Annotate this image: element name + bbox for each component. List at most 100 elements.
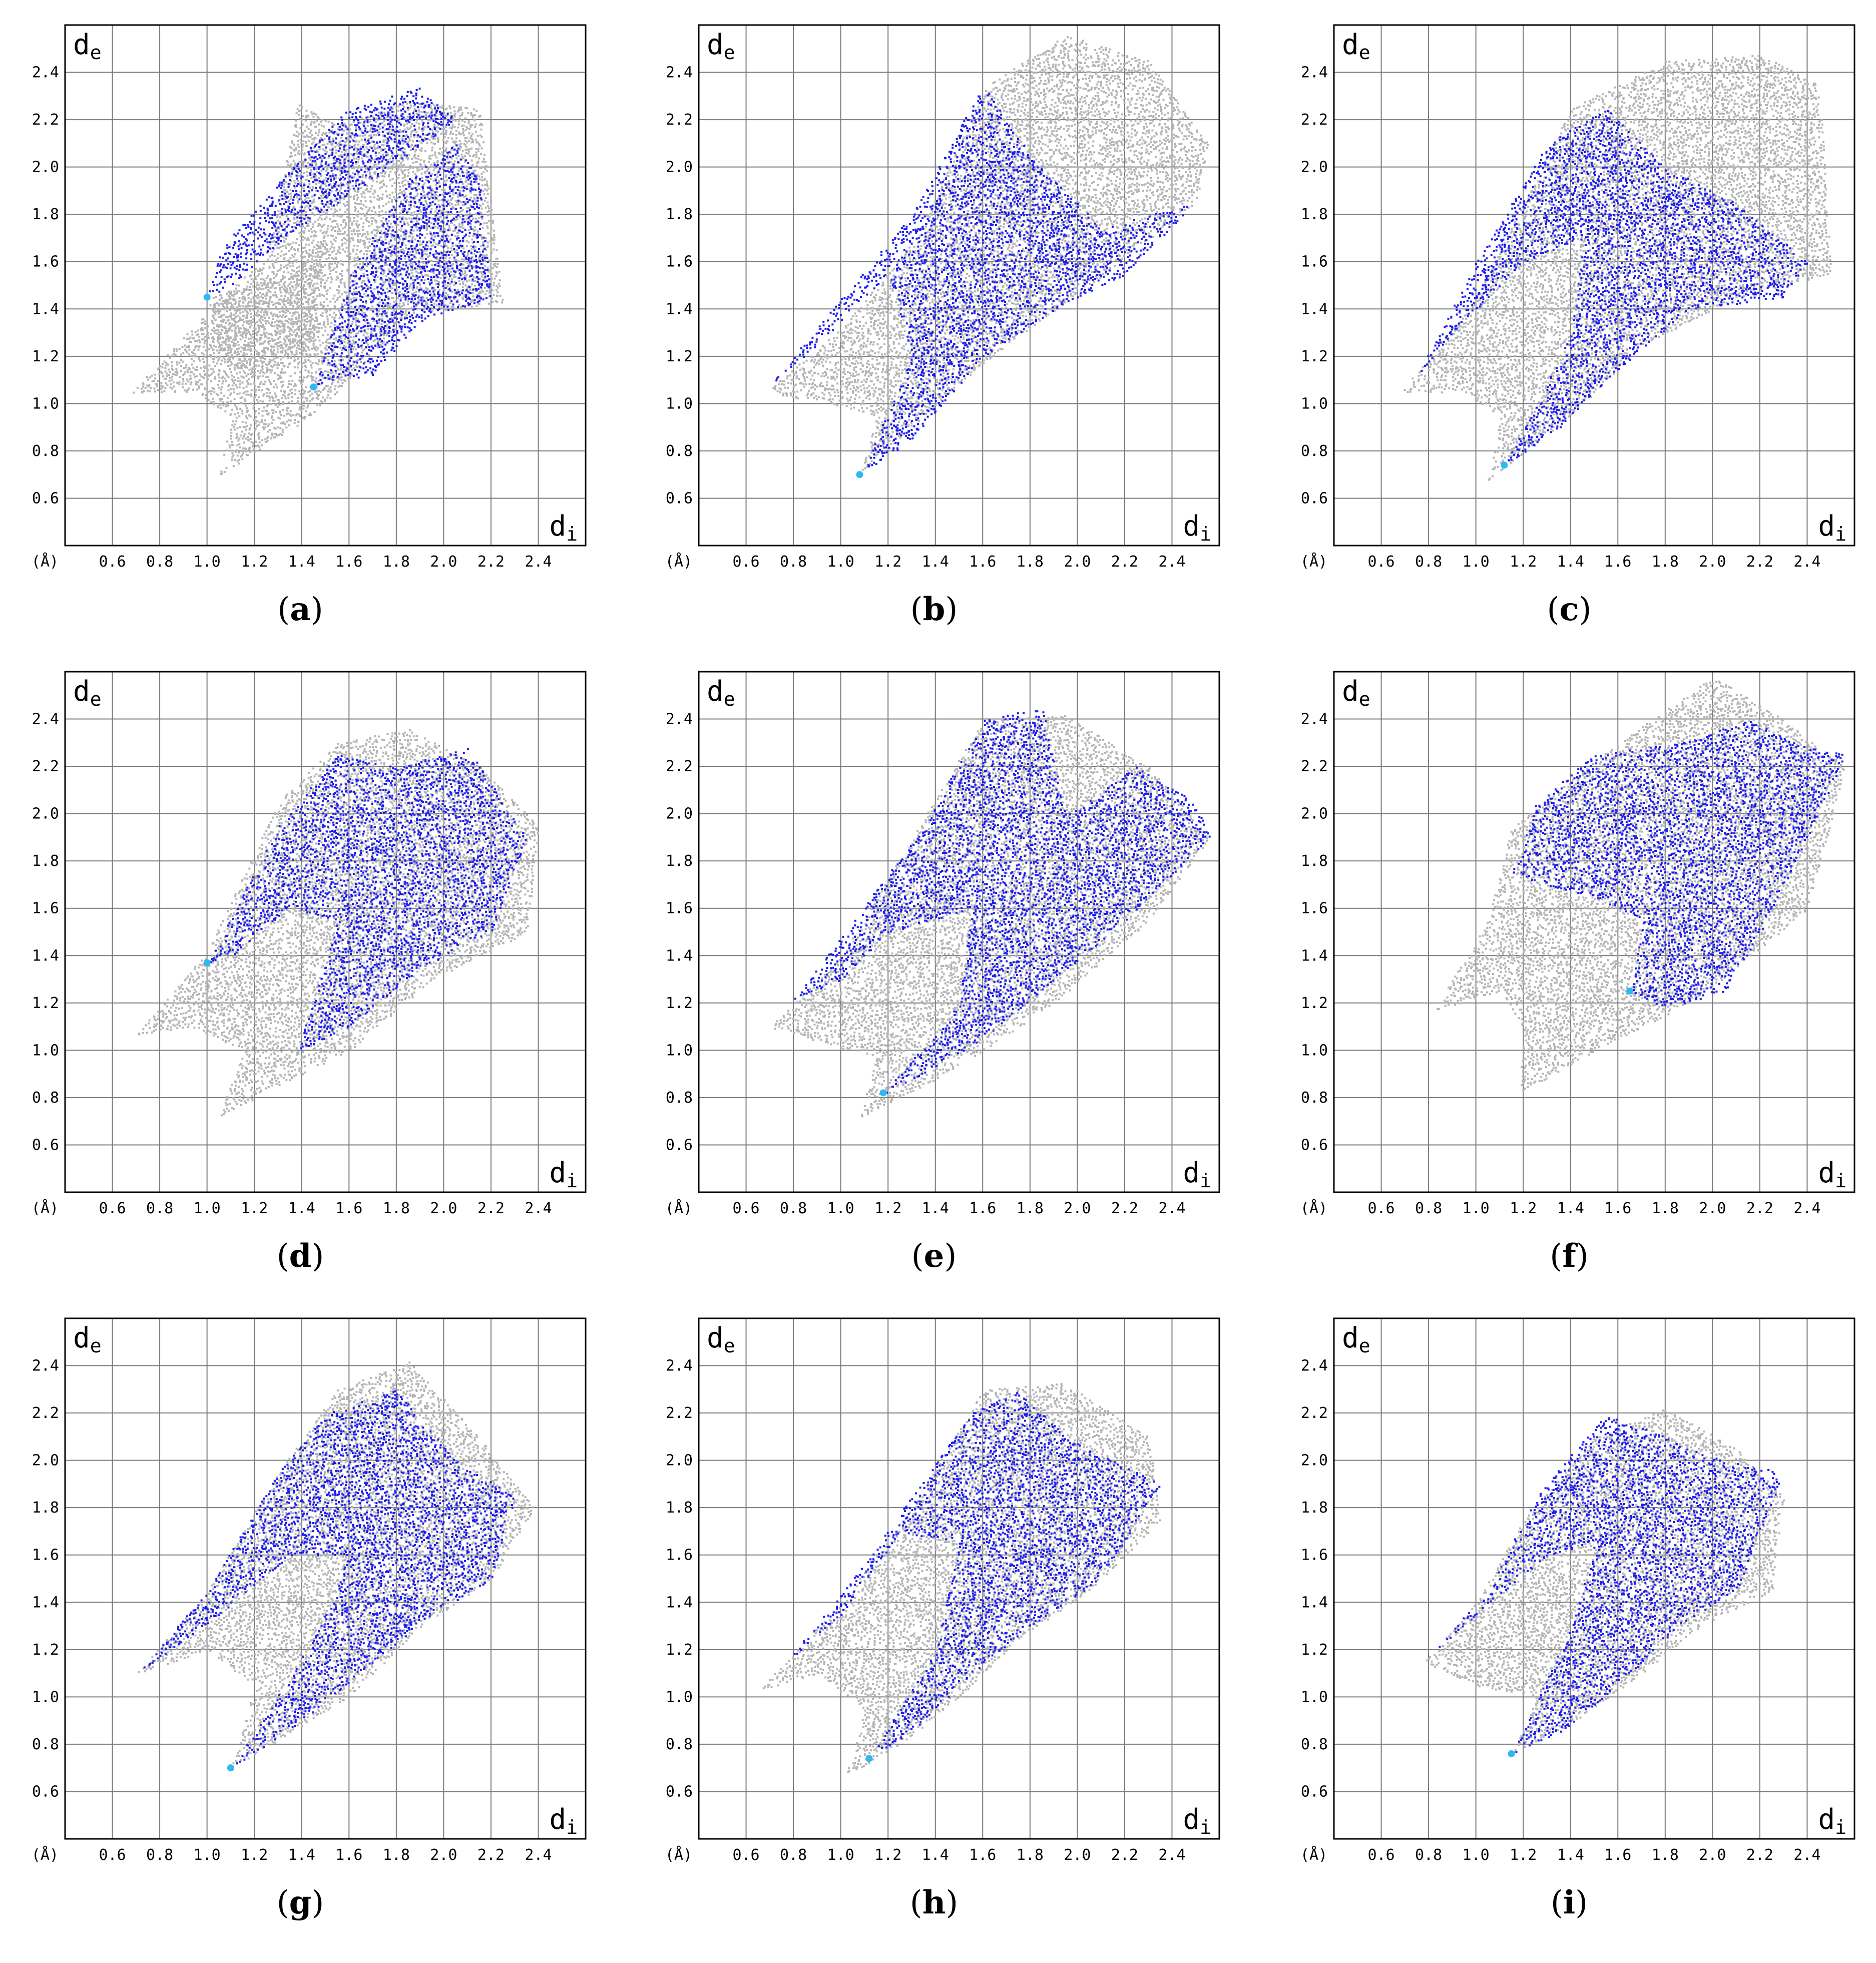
point-dense-tip [227,1764,234,1772]
y-tick-label: 2.2 [666,111,693,129]
panel-caption: (g) [276,1884,324,1921]
x-axis-label: di [1818,1157,1846,1192]
y-tick-label: 0.6 [32,1783,59,1800]
y-axis-label: de [1342,1322,1370,1357]
y-tick-label: 2.4 [666,64,693,82]
y-tick-label: 1.6 [32,1547,59,1564]
point-cloud [208,240,325,378]
x-tick-label: 2.4 [1158,1200,1185,1217]
y-tick-label: 0.8 [1301,1089,1328,1107]
x-tick-label: 2.4 [1793,1200,1820,1217]
x-tick-label: 1.4 [922,1846,949,1864]
x-axis-label: di [549,1157,578,1192]
y-tick-label: 1.2 [32,1641,59,1659]
y-tick-label: 1.2 [1301,348,1328,365]
x-tick-label: 2.4 [1793,1846,1820,1864]
series-all-contacts [762,1382,1161,1773]
y-axis-label: de [707,1322,735,1357]
x-tick-label: 2.4 [1793,553,1820,571]
point-dense-tip [1508,1750,1515,1757]
plot-h: 0.6 0.8 1.0 1.2 1.4 1.6 1.8 2.0 2.2 2.4 0.6 0.8 1.0 1… [665,1317,1220,1864]
y-tick-label: 2.2 [32,758,59,775]
plot-border [698,1317,1220,1840]
panel-e: 0.6 0.8 1.0 1.2 1.4 1.6 1.8 2.0 2.2 2.4 0.6 0.8 1.0 1… [639,647,1229,1292]
y-axis-label: de [1342,29,1370,64]
x-tick-label: 0.8 [780,1846,807,1864]
x-tick-label: 1.2 [1510,553,1537,571]
x-tick-label: 2.0 [430,553,457,571]
point-cloud [1439,1417,1780,1754]
panel-caption: (c) [1547,591,1592,628]
plot-d: 0.6 0.8 1.0 1.2 1.4 1.6 1.8 2.0 2.2 2.4 0.6 0.8 1.0 1… [32,671,587,1217]
x-tick-label: 1.6 [335,1200,362,1217]
x-tick-label: 0.8 [146,1846,173,1864]
series-all-contacts [774,715,1208,1118]
point-cloud [762,1382,1161,1773]
y-tick-label: 2.4 [32,1357,59,1375]
y-tick-label: 2.2 [32,111,59,129]
y-axis-label: de [73,675,102,710]
x-tick-label: 2.2 [478,1200,505,1217]
x-tick-label: 0.6 [99,1846,126,1864]
x-tick-label: 1.8 [383,1200,410,1217]
point-dense-tip [1501,461,1508,469]
point-dense-tip [203,293,211,301]
y-axis-label: de [707,29,735,64]
x-tick-label: 2.4 [1158,1846,1185,1864]
y-tick-label: 2.2 [32,1404,59,1422]
y-tick-label: 1.6 [666,900,693,917]
plot-area [699,25,1219,546]
y-tick-label: 2.0 [1301,1452,1328,1469]
point-cloud [133,102,504,475]
x-tick-label: 1.8 [383,553,410,571]
x-tick-label: 2.4 [1158,553,1185,571]
point-cloud [209,88,453,293]
panel-letter: h [922,1884,946,1921]
series-all-contacts [772,36,1209,475]
x-tick-label: 0.8 [780,553,807,571]
plot-area [1334,1318,1854,1839]
x-tick-label: 0.6 [732,1200,759,1217]
y-tick-label: 1.8 [32,852,59,870]
x-tick-label: 1.2 [241,1846,268,1864]
panel-caption: (b) [910,591,958,628]
y-tick-label: 0.8 [32,1089,59,1107]
x-tick-label: 0.8 [1415,1200,1442,1217]
point-dense-tip [203,959,211,966]
y-tick-label: 0.8 [1301,1736,1328,1753]
plot-f: 0.6 0.8 1.0 1.2 1.4 1.6 1.8 2.0 2.2 2.4 0.6 0.8 1.0 1… [1300,671,1855,1217]
x-tick-label: 1.6 [1604,1846,1631,1864]
y-tick-label: 2.2 [666,758,693,775]
y-tick-label: 2.4 [32,711,59,728]
y-tick-label: 1.2 [666,995,693,1012]
y-tick-label: 1.8 [32,1499,59,1517]
y-tick-label: 2.2 [1301,1404,1328,1422]
plot-area [1334,672,1854,1192]
y-tick-label: 1.2 [1301,995,1328,1012]
panel-a: 0.6 0.8 1.0 1.2 1.4 1.6 1.8 2.0 2.2 2.4 0.6 0.8 1.0 1… [5,0,596,646]
y-tick-label: 1.6 [1301,1547,1328,1564]
series-all-contacts [138,1361,534,1765]
x-axis-label: di [549,510,578,545]
panel-i: 0.6 0.8 1.0 1.2 1.4 1.6 1.8 2.0 2.2 2.4 0.6 0.8 1.0 1… [1274,1293,1864,1939]
x-tick-label: 1.6 [969,553,996,571]
x-tick-label: 1.6 [1604,553,1631,571]
panel-caption: (d) [276,1237,324,1275]
y-tick-label: 1.8 [666,852,693,870]
y-tick-label: 1.0 [666,1042,693,1059]
y-tick-label: 1.6 [666,253,693,271]
y-tick-label: 0.8 [32,1736,59,1753]
y-tick-label: 0.6 [666,489,693,507]
x-tick-label: 2.0 [1064,1846,1091,1864]
x-tick-label: 2.2 [1746,1200,1773,1217]
unit-label: (Å) [32,553,59,571]
x-tick-label: 1.2 [1510,1846,1537,1864]
y-tick-label: 0.6 [32,1136,59,1154]
panel-letter: i [1563,1884,1576,1921]
unit-label: (Å) [1300,1846,1327,1864]
panel-letter: d [289,1237,312,1275]
plot-e: 0.6 0.8 1.0 1.2 1.4 1.6 1.8 2.0 2.2 2.4 0.6 0.8 1.0 1… [665,671,1220,1217]
y-tick-label: 1.8 [32,206,59,223]
x-tick-label: 1.8 [1652,1846,1679,1864]
x-tick-label: 2.4 [525,1846,552,1864]
